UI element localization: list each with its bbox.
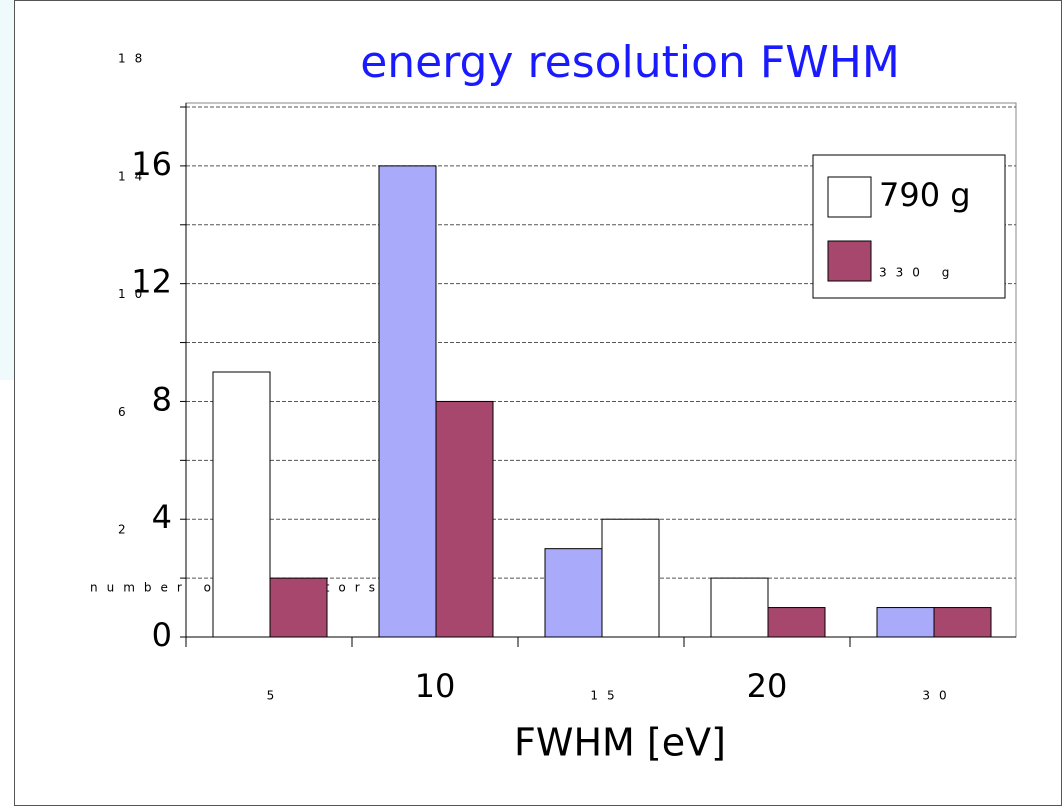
bar	[269, 577, 328, 638]
bar	[876, 607, 935, 638]
bar	[212, 371, 271, 638]
bar	[544, 548, 603, 638]
y-tick-label: 14	[118, 169, 151, 183]
y-tick-label: 18	[118, 52, 151, 66]
legend-swatch	[827, 240, 872, 282]
y-tick-label: 12	[131, 263, 172, 301]
bar	[601, 518, 660, 638]
y-tick-label: 0	[152, 616, 172, 654]
legend-swatch	[827, 176, 872, 218]
y-tick-label: 10	[118, 287, 151, 301]
legend-label: 330 g	[879, 266, 958, 280]
x-tick-label: 5	[267, 689, 284, 703]
legend-label: 790 g	[879, 176, 971, 214]
slide-frame	[14, 0, 1062, 806]
bar	[435, 400, 494, 638]
x-tick-label: 30	[922, 689, 955, 703]
y-tick-label: 6	[118, 405, 135, 419]
y-tick-label: 4	[152, 498, 172, 536]
chart-title: energy resolution FWHM	[360, 37, 900, 88]
x-axis-label: FWHM [eV]	[514, 721, 726, 765]
bar	[933, 607, 992, 638]
side-strip	[0, 0, 14, 380]
bar	[767, 607, 826, 638]
x-tick-label: 20	[747, 667, 788, 705]
y-tick-label: 16	[131, 145, 172, 183]
bar	[378, 165, 437, 638]
y-tick-label: 8	[152, 380, 172, 418]
y-tick-label: 2	[118, 523, 135, 537]
x-tick-label: 15	[590, 689, 623, 703]
bar	[710, 577, 769, 638]
x-tick-label: 10	[415, 667, 456, 705]
